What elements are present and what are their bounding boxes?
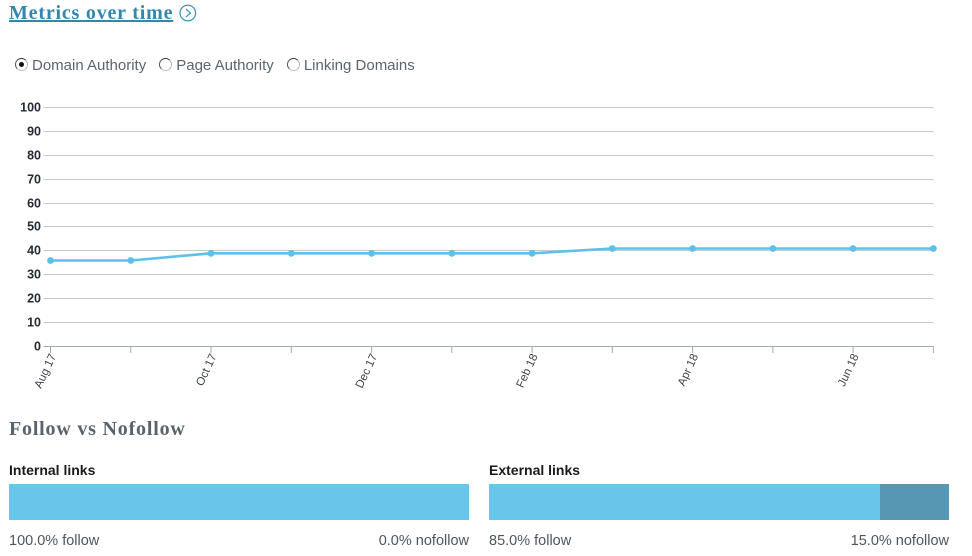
svg-text:Oct 17: Oct 17 bbox=[194, 352, 219, 388]
svg-text:50: 50 bbox=[27, 220, 41, 234]
svg-text:Feb 18: Feb 18 bbox=[515, 352, 541, 390]
svg-text:Dec 17: Dec 17 bbox=[354, 352, 380, 390]
svg-text:40: 40 bbox=[27, 244, 41, 258]
svg-text:20: 20 bbox=[27, 292, 41, 306]
svg-text:30: 30 bbox=[27, 268, 41, 282]
svg-text:Apr 18: Apr 18 bbox=[676, 352, 701, 388]
svg-text:10: 10 bbox=[27, 316, 41, 330]
svg-text:Jun 18: Jun 18 bbox=[836, 352, 861, 388]
svg-text:100: 100 bbox=[20, 101, 41, 115]
svg-text:80: 80 bbox=[27, 149, 41, 163]
svg-text:70: 70 bbox=[27, 173, 41, 187]
svg-text:90: 90 bbox=[27, 125, 41, 139]
svg-text:60: 60 bbox=[27, 197, 41, 211]
svg-text:0: 0 bbox=[34, 340, 41, 354]
svg-text:Aug 17: Aug 17 bbox=[33, 352, 59, 390]
